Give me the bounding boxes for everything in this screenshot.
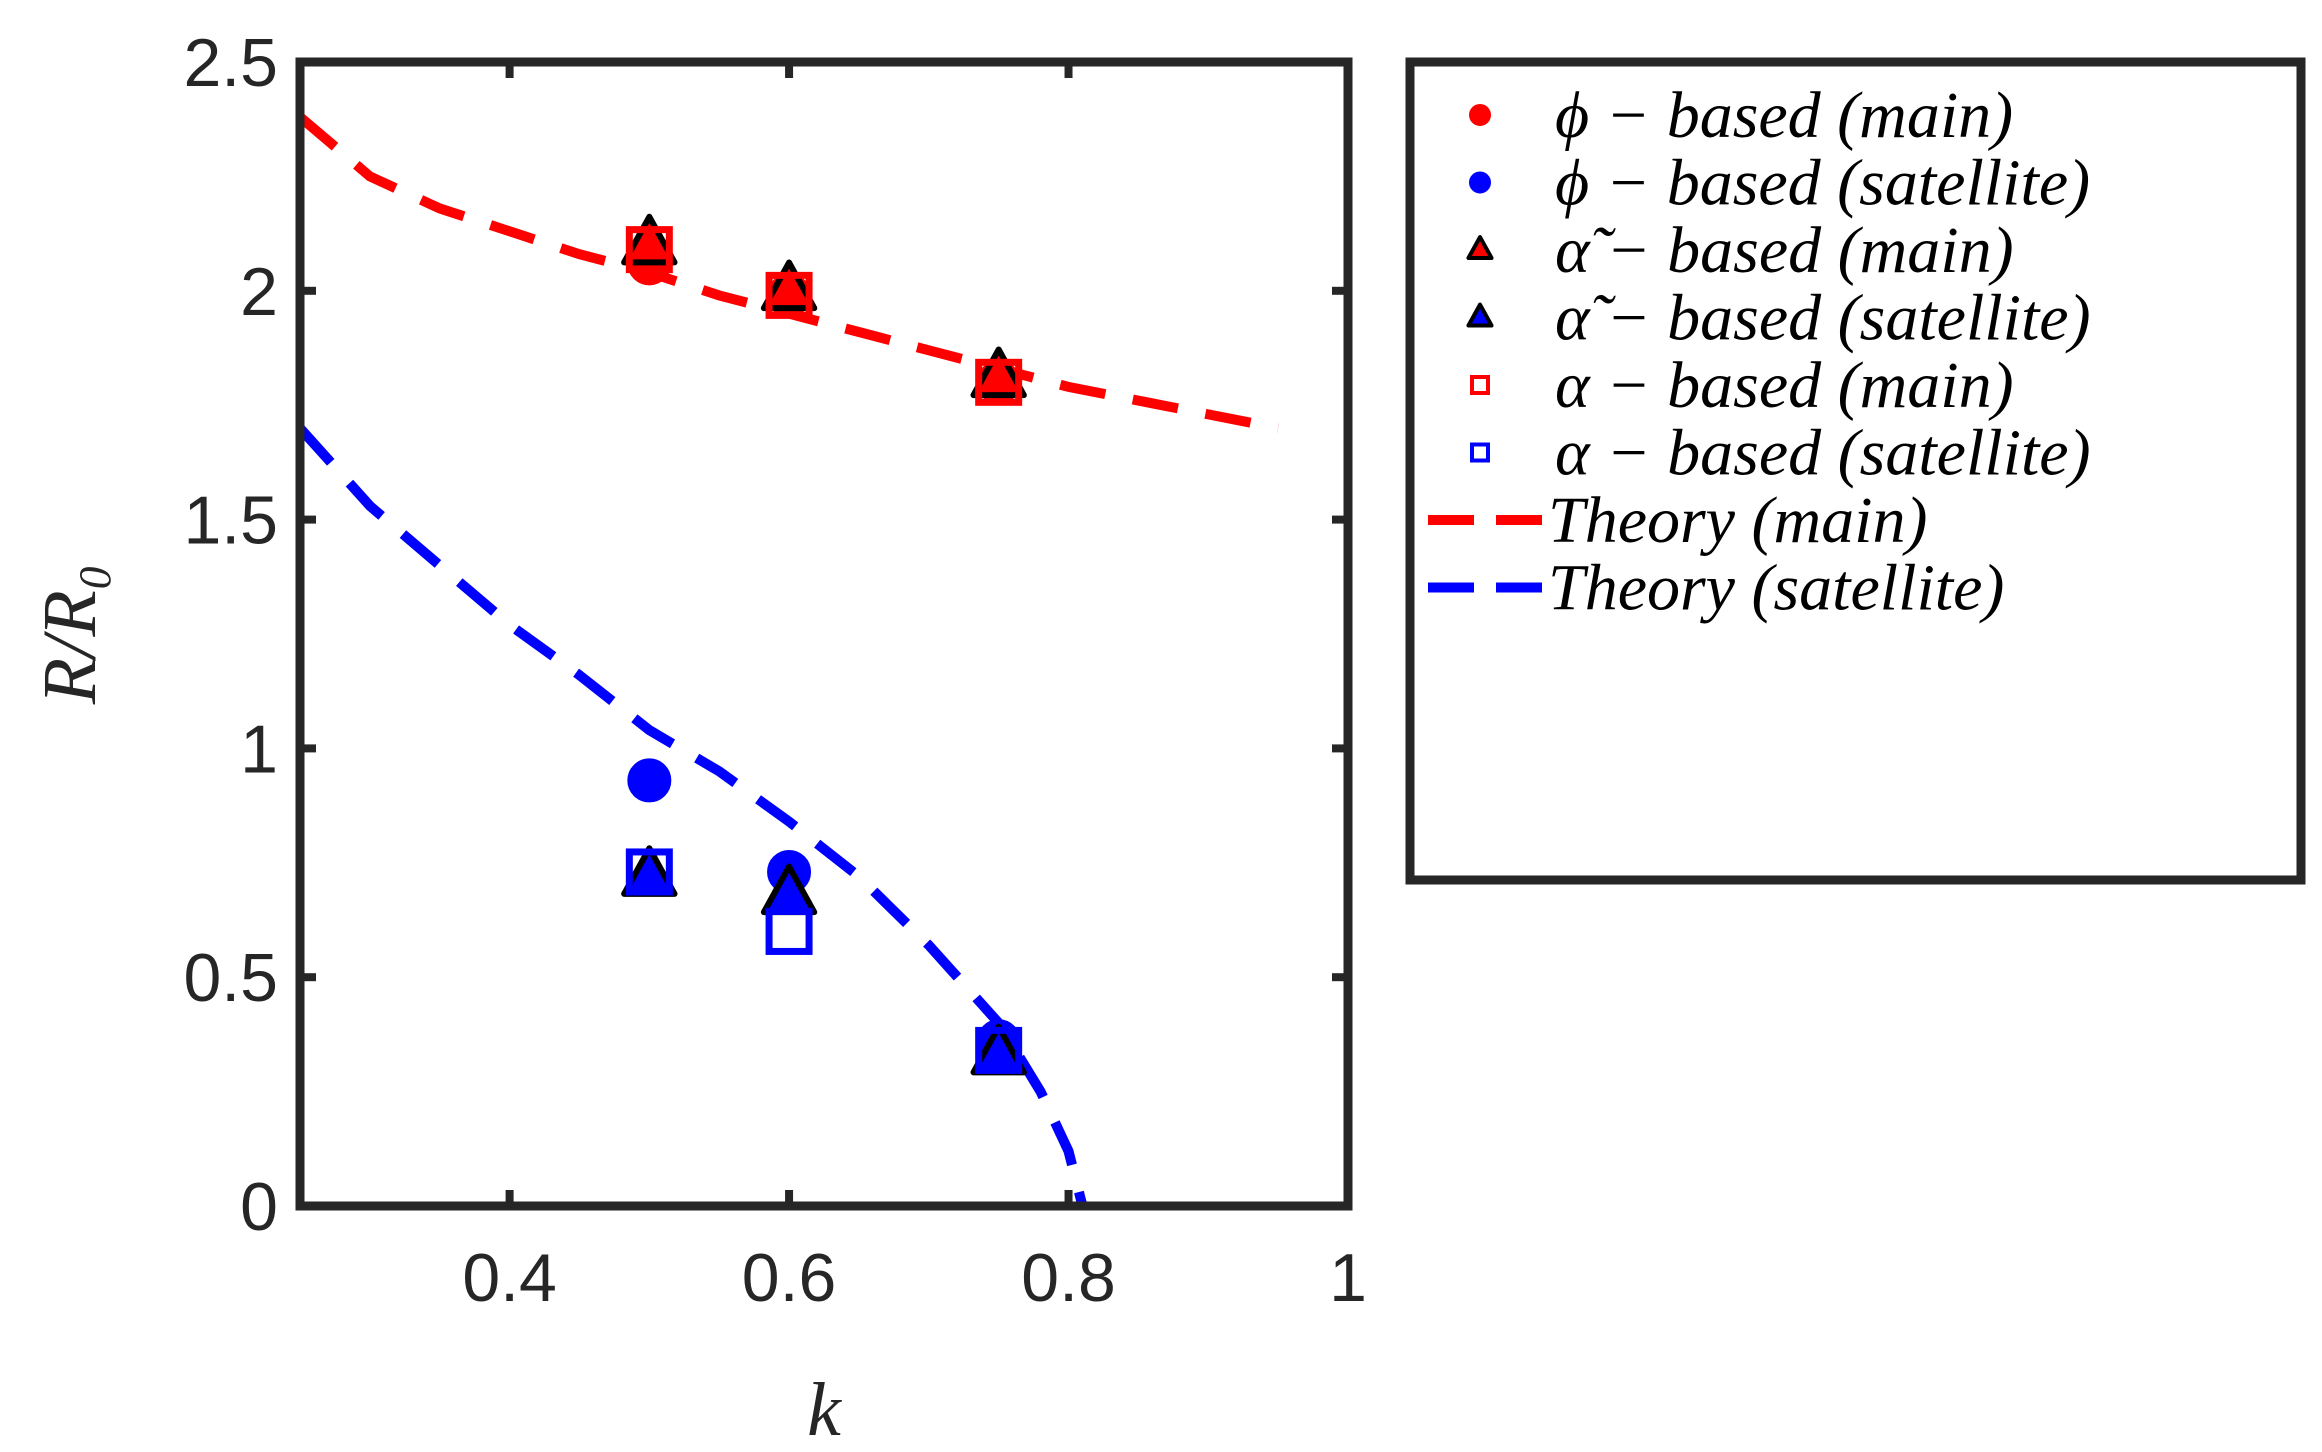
y-tick-label: 2 <box>240 254 278 330</box>
legend-label: α − based (satellite) <box>1555 417 2091 490</box>
x-tick-label: 0.4 <box>462 1240 557 1316</box>
legend-marker-swatch <box>1469 104 1491 126</box>
plot-frame <box>295 57 1353 1211</box>
legend-label: ϕ − based (satellite) <box>1555 147 2090 220</box>
x-tick-label: 1 <box>1329 1240 1367 1316</box>
y-tick-label: 0 <box>240 1169 278 1245</box>
data-point-square <box>625 848 673 896</box>
data-point-square <box>765 907 813 955</box>
legend-label: ϕ − based (main) <box>1555 79 2013 152</box>
legend-label: Theory (main) <box>1548 484 1927 557</box>
x-tick-label: 0.8 <box>1021 1240 1116 1316</box>
data-point-square <box>765 271 813 319</box>
y-tick-label: 2.5 <box>183 25 278 101</box>
y-axis-label: R/R₀ <box>28 564 112 705</box>
data-markers <box>621 213 1027 1076</box>
legend-marker-swatch <box>1466 235 1494 260</box>
data-point-triangle <box>760 259 818 312</box>
y-tick-label: 1 <box>240 711 278 787</box>
legend-box <box>1405 57 2306 885</box>
data-point-square <box>625 226 673 274</box>
legend-marker-swatch <box>1470 442 1490 463</box>
y-tick-label: 0.5 <box>183 940 278 1016</box>
x-tick-label: 0.6 <box>742 1240 837 1316</box>
data-point-square <box>975 358 1023 406</box>
legend-marker-swatch <box>1469 171 1491 194</box>
y-tick-label: 1.5 <box>183 483 278 559</box>
axis-ticks: 0.4 0.6 0.8 1 0 0.5 1 1.5 2 2.5 <box>183 25 1366 1316</box>
legend: ϕ − based (main)ϕ − based (satellite)α̃ … <box>1428 79 2091 625</box>
legend-label: Theory (satellite) <box>1548 552 2004 625</box>
data-point-triangle <box>970 346 1027 399</box>
data-point-triangle <box>621 213 678 266</box>
legend-label: α − based (main) <box>1555 349 2014 422</box>
data-point-circle <box>627 758 672 803</box>
x-axis-label: k <box>807 1368 842 1452</box>
legend-marker-swatch <box>1470 375 1490 395</box>
data-point-square <box>975 1026 1023 1074</box>
legend-marker-swatch <box>1466 302 1494 328</box>
theory-satellite-line <box>300 424 1088 1206</box>
legend-label: α̃ − based (satellite) <box>1555 282 2091 355</box>
legend-label: α̃ − based (main) <box>1555 214 2014 287</box>
